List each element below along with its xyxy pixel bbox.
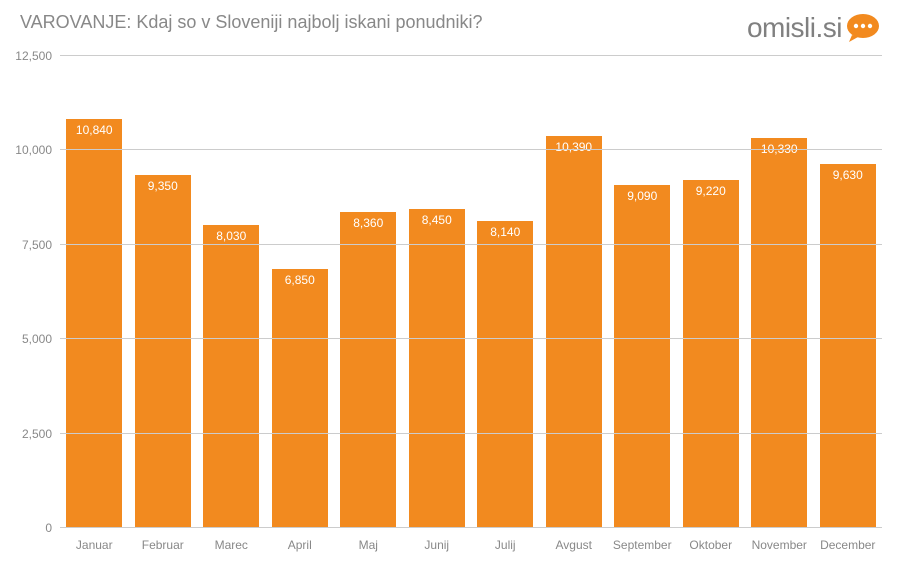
bar: 9,350 [135,175,191,528]
chart-plot-area: 10,840 9,350 8,030 6,850 8,360 8,450 8,140 10,3… [60,56,882,528]
gridline [60,433,882,434]
bar-slot: 9,090 [608,56,677,528]
header: VAROVANJE: Kdaj so v Sloveniji najbolj i… [0,0,902,48]
gridline [60,149,882,150]
bars-container: 10,840 9,350 8,030 6,850 8,360 8,450 8,140 10,3… [60,56,882,528]
bar-slot: 10,330 [745,56,814,528]
bar-slot: 9,350 [129,56,198,528]
bar: 8,030 [203,225,259,528]
x-tick-label: Avgust [540,538,609,552]
bar: 9,220 [683,180,739,528]
bar: 10,840 [66,119,122,528]
x-tick-label: Junij [403,538,472,552]
bar-value-label: 10,840 [76,123,113,137]
bar: 10,390 [546,136,602,528]
logo-text: omisli.si [747,12,842,44]
x-tick-label: Februar [129,538,198,552]
y-tick-label: 5,000 [22,332,60,346]
x-tick-label: December [814,538,883,552]
y-tick-label: 12,500 [15,49,60,63]
bar-value-label: 8,030 [216,229,246,243]
speech-bubble-icon [846,13,882,43]
chart-title: VAROVANJE: Kdaj so v Sloveniji najbolj i… [20,12,483,33]
bar-value-label: 9,630 [833,168,863,182]
bar-slot: 8,140 [471,56,540,528]
bar-value-label: 9,220 [696,184,726,198]
gridline [60,55,882,56]
bar: 9,090 [614,185,670,528]
gridline [60,527,882,528]
x-tick-label: Marec [197,538,266,552]
bar: 10,330 [751,138,807,528]
bar-value-label: 8,140 [490,225,520,239]
bar: 8,140 [477,221,533,528]
bar-value-label: 8,450 [422,213,452,227]
bar-slot: 10,390 [540,56,609,528]
bar-slot: 8,450 [403,56,472,528]
bar-slot: 10,840 [60,56,129,528]
bar-slot: 8,030 [197,56,266,528]
bar-value-label: 6,850 [285,273,315,287]
y-tick-label: 0 [45,521,60,535]
bar-value-label: 10,390 [555,140,592,154]
x-tick-label: Julij [471,538,540,552]
x-tick-label: Januar [60,538,129,552]
bar-slot: 8,360 [334,56,403,528]
gridline [60,338,882,339]
bar-value-label: 8,360 [353,216,383,230]
x-tick-label: Maj [334,538,403,552]
x-tick-label: Oktober [677,538,746,552]
x-tick-label: September [608,538,677,552]
bar-value-label: 9,090 [627,189,657,203]
x-tick-label: April [266,538,335,552]
gridline [60,244,882,245]
bar-value-label: 9,350 [148,179,178,193]
bar: 6,850 [272,269,328,528]
y-tick-label: 2,500 [22,427,60,441]
bar: 8,450 [409,209,465,528]
bar: 8,360 [340,212,396,528]
bar-slot: 6,850 [266,56,335,528]
y-tick-label: 10,000 [15,143,60,157]
y-tick-label: 7,500 [22,238,60,252]
bar-slot: 9,220 [677,56,746,528]
logo: omisli.si [747,12,882,44]
x-axis-labels: JanuarFebruarMarecAprilMajJunijJulijAvgu… [60,538,882,552]
bar: 9,630 [820,164,876,528]
x-tick-label: November [745,538,814,552]
bar-slot: 9,630 [814,56,883,528]
